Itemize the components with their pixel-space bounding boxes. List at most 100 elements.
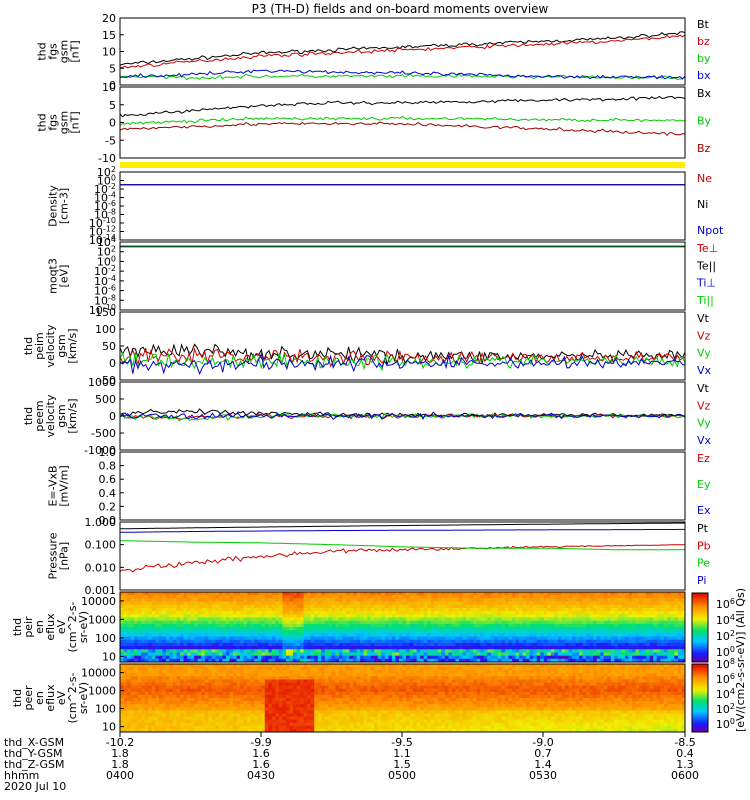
heatmap-cell <box>148 701 153 705</box>
heatmap-cell <box>476 652 481 657</box>
heatmap-cell <box>342 617 347 622</box>
heatmap-cell <box>222 728 227 733</box>
heatmap-cell <box>130 617 135 622</box>
heatmap-cell <box>519 652 523 657</box>
heatmap-cell <box>656 611 661 615</box>
heatmap-cell <box>282 658 287 663</box>
heatmap-cell <box>430 607 435 612</box>
heatmap-cell <box>572 611 576 615</box>
heatmap-cell <box>335 652 340 657</box>
heatmap-cell <box>568 598 573 602</box>
heatmap-cell <box>663 601 668 606</box>
heatmap-cell <box>561 611 566 615</box>
heatmap-cell <box>575 642 580 647</box>
heatmap-cell <box>646 630 651 634</box>
heatmap-cell <box>218 725 223 730</box>
heatmap-cell <box>293 673 297 677</box>
heatmap-cell <box>275 707 280 711</box>
heatmap-cell <box>550 633 555 637</box>
heatmap-cell <box>303 627 308 631</box>
heatmap-cell <box>264 655 269 660</box>
heatmap-cell <box>674 649 679 653</box>
heatmap-cell <box>303 673 308 677</box>
heatmap-cell <box>522 592 527 596</box>
heatmap-cell <box>409 595 414 599</box>
heatmap-cell <box>187 627 192 631</box>
heatmap-cell <box>158 623 163 628</box>
heatmap-cell <box>268 694 273 699</box>
heatmap-cell <box>127 685 131 690</box>
heatmap-cell <box>180 627 184 631</box>
heatmap-cell <box>557 617 562 622</box>
heatmap-cell <box>201 728 206 733</box>
heatmap-cell <box>639 611 644 615</box>
heatmap-cell <box>165 623 170 628</box>
heatmap-cell <box>162 649 167 653</box>
heatmap-cell <box>451 630 456 634</box>
heatmap-cell <box>624 620 629 625</box>
heatmap-cell <box>141 670 146 674</box>
heatmap-cell <box>469 598 474 602</box>
heatmap-cell <box>416 620 421 625</box>
tick-label: -10 <box>98 152 116 165</box>
heatmap-cell <box>603 607 608 612</box>
heatmap-cell <box>501 655 506 660</box>
heatmap-cell <box>554 658 559 663</box>
heatmap-cell <box>240 728 244 733</box>
heatmap-cell <box>303 664 308 668</box>
heatmap-cell <box>261 722 266 727</box>
heatmap-cell <box>289 658 294 663</box>
heatmap-cell <box>243 701 248 705</box>
heatmap-cell <box>183 688 188 693</box>
heatmap-cell <box>300 701 305 705</box>
heatmap-cell <box>501 630 506 634</box>
heatmap-cell <box>646 592 651 596</box>
heatmap-cell <box>494 627 499 631</box>
heatmap-cell <box>624 601 629 606</box>
heatmap-cell <box>134 701 139 705</box>
heatmap-cell <box>236 598 241 602</box>
heatmap-cell <box>529 598 534 602</box>
heatmap-cell <box>632 639 636 644</box>
heatmap-cell <box>353 633 357 637</box>
heatmap-cell <box>338 620 343 625</box>
heatmap-cell <box>391 642 396 647</box>
heatmap-cell <box>459 652 463 657</box>
heatmap-cell <box>519 633 523 637</box>
heatmap-cell <box>459 636 463 641</box>
heatmap-cell <box>247 595 252 599</box>
heatmap-cell <box>293 620 297 625</box>
heatmap-cell <box>444 614 449 618</box>
heatmap-cell <box>550 620 555 625</box>
heatmap-cell <box>285 607 290 612</box>
heatmap-cell <box>278 725 283 730</box>
heatmap-cell <box>370 649 375 653</box>
heatmap-cell <box>406 623 410 628</box>
heatmap-cell <box>197 649 202 653</box>
heatmap-cell <box>575 652 580 657</box>
heatmap-cell <box>201 719 206 724</box>
heatmap-cell <box>346 642 350 647</box>
heatmap-cell <box>127 725 131 730</box>
heatmap-cell <box>243 598 248 602</box>
heatmap-cell <box>247 676 252 680</box>
heatmap-cell <box>582 633 587 637</box>
heatmap-cell <box>229 698 234 702</box>
heatmap-cell <box>663 630 668 634</box>
heatmap-cell <box>222 658 227 663</box>
heatmap-cell <box>444 623 449 628</box>
heatmap-cell <box>300 667 305 671</box>
heatmap-cell <box>649 633 654 637</box>
heatmap-cell <box>201 691 206 696</box>
heatmap-cell <box>635 601 640 606</box>
heatmap-cell <box>653 649 658 653</box>
heatmap-cell <box>134 595 139 599</box>
heatmap-cell <box>236 639 241 644</box>
heatmap-cell <box>398 652 403 657</box>
heatmap-cell <box>490 604 495 609</box>
heatmap-cell <box>677 598 682 602</box>
heatmap-cell <box>222 652 227 657</box>
heatmap-cell <box>561 604 566 609</box>
heatmap-cell <box>346 611 350 615</box>
heatmap-cell <box>307 617 312 622</box>
